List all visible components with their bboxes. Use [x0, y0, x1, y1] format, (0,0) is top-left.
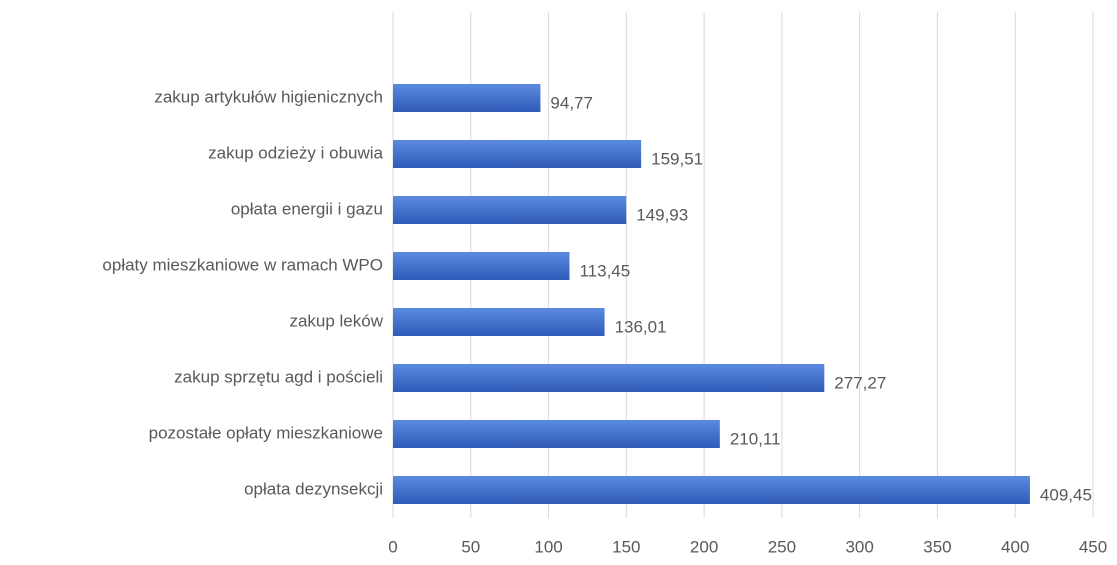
x-tick-label: 250: [768, 537, 796, 556]
y-tick-label: opłata dezynsekcji: [244, 479, 383, 498]
x-tick-label: 150: [612, 537, 640, 556]
x-tick-label: 0: [388, 537, 397, 556]
data-label: 136,01: [615, 317, 667, 336]
y-tick-label: zakup artykułów higienicznych: [154, 87, 383, 106]
data-label: 94,77: [550, 93, 593, 112]
data-label: 113,45: [579, 261, 630, 280]
x-tick-label: 450: [1079, 537, 1107, 556]
y-tick-label: zakup leków: [289, 311, 383, 330]
bar: [393, 84, 541, 112]
x-tick-label: 300: [845, 537, 873, 556]
data-label: 277,27: [834, 373, 886, 392]
x-tick-label: 50: [461, 537, 480, 556]
x-tick-label: 350: [923, 537, 951, 556]
data-label: 210,11: [730, 429, 781, 448]
y-tick-label: zakup sprzętu agd i pościeli: [174, 367, 383, 386]
data-label: 149,93: [636, 205, 688, 224]
bar: [393, 476, 1030, 504]
bar: [393, 308, 605, 336]
data-label: 409,45: [1040, 485, 1092, 504]
bar: [393, 196, 627, 224]
y-tick-label: opłaty mieszkaniowe w ramach WPO: [102, 255, 383, 274]
bar: [393, 420, 720, 448]
y-tick-label: zakup odzieży i obuwia: [208, 143, 383, 162]
x-tick-label: 200: [690, 537, 718, 556]
data-label: 159,51: [651, 149, 703, 168]
x-tick-label: 400: [1001, 537, 1029, 556]
bar: [393, 252, 570, 280]
y-tick-label: opłata energii i gazu: [231, 199, 383, 218]
y-tick-label: pozostałe opłaty mieszkaniowe: [149, 423, 383, 442]
bar: [393, 364, 825, 392]
bar: [393, 140, 642, 168]
x-tick-label: 100: [534, 537, 562, 556]
